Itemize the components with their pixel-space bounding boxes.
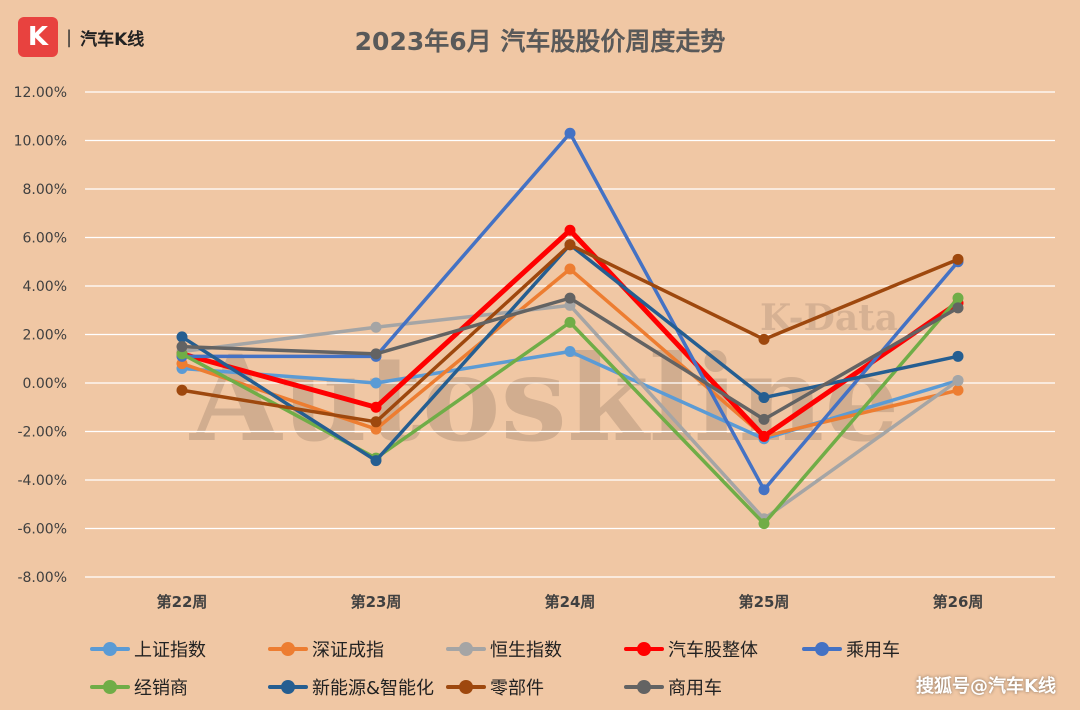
- legend-label: 上证指数: [134, 640, 206, 661]
- data-point: [758, 413, 770, 425]
- logo: K | 汽车K线: [18, 14, 158, 60]
- data-point: [952, 292, 964, 304]
- data-point: [370, 348, 382, 360]
- data-point: [564, 127, 576, 139]
- legend-item: 乘用车: [802, 636, 980, 662]
- legend-item: 商用车: [624, 674, 802, 700]
- data-point: [176, 331, 188, 343]
- y-tick-label: 8.00%: [23, 182, 67, 198]
- legend-item: 新能源&智能化: [268, 674, 446, 700]
- data-point: [564, 292, 576, 304]
- legend-row: 经销商 新能源&智能化 零部件 商用车: [90, 668, 990, 706]
- data-point: [952, 384, 964, 396]
- logo-text: 汽车K线: [80, 29, 145, 50]
- data-point: [176, 341, 188, 353]
- legend-label: 恒生指数: [490, 640, 562, 661]
- chart-title: 2023年6月 汽车股股价周度走势: [354, 27, 726, 56]
- data-point: [564, 224, 576, 236]
- legend-label: 深证成指: [312, 640, 384, 661]
- data-point: [952, 302, 964, 314]
- y-tick-label: 0.00%: [23, 376, 67, 392]
- data-point: [370, 321, 382, 333]
- data-point: [758, 392, 770, 404]
- data-point: [370, 377, 382, 389]
- legend-item: 恒生指数: [446, 636, 624, 662]
- data-point: [758, 518, 770, 530]
- legend: 上证指数 深证成指 恒生指数 汽车股整体 乘用车经销商 新能源&智能化 零部件 商用车: [90, 630, 990, 706]
- y-tick-label: 12.00%: [14, 85, 67, 101]
- legend-swatch: [90, 639, 130, 659]
- series-lines: [176, 127, 964, 530]
- legend-item: 深证成指: [268, 636, 446, 662]
- y-tick-label: 4.00%: [23, 279, 67, 295]
- logo-separator: |: [66, 26, 73, 48]
- legend-swatch: [624, 639, 664, 659]
- logo-mark: K: [18, 17, 58, 57]
- legend-row: 上证指数 深证成指 恒生指数 汽车股整体 乘用车: [90, 630, 990, 668]
- legend-swatch: [624, 677, 664, 697]
- data-point: [564, 316, 576, 328]
- legend-label: 商用车: [668, 678, 722, 699]
- data-point: [758, 333, 770, 345]
- legend-item: 汽车股整体: [624, 636, 802, 662]
- data-point: [952, 350, 964, 362]
- legend-item: 零部件: [446, 674, 624, 700]
- legend-item: 上证指数: [90, 636, 268, 662]
- y-tick-label: -4.00%: [17, 473, 67, 489]
- x-tick-label: 第25周: [739, 593, 790, 611]
- legend-label: 零部件: [490, 678, 544, 699]
- data-point: [370, 416, 382, 428]
- legend-item: 经销商: [90, 674, 268, 700]
- data-point: [370, 455, 382, 467]
- x-axis-ticks: 第22周 第23周 第24周 第25周 第26周: [157, 593, 984, 611]
- x-tick-label: 第26周: [933, 593, 984, 611]
- series-7: [176, 239, 964, 428]
- data-point: [952, 253, 964, 265]
- legend-label: 乘用车: [846, 640, 900, 661]
- x-tick-label: 第22周: [157, 593, 208, 611]
- y-tick-label: -6.00%: [17, 522, 67, 538]
- legend-label: 经销商: [134, 678, 188, 699]
- x-tick-label: 第23周: [351, 593, 402, 611]
- series-8: [176, 292, 964, 425]
- legend-swatch: [446, 677, 486, 697]
- data-point: [952, 375, 964, 387]
- legend-swatch: [268, 677, 308, 697]
- data-point: [758, 484, 770, 496]
- legend-label: 汽车股整体: [668, 640, 758, 661]
- y-axis-ticks: 12.00% 10.00% 8.00% 6.00% 4.00% 2.00% 0.00% -2.…: [14, 85, 67, 586]
- gridlines: [85, 91, 1055, 578]
- data-point: [564, 239, 576, 251]
- source-label: 搜狐号@汽车K线: [916, 676, 1056, 697]
- legend-swatch: [446, 639, 486, 659]
- y-tick-label: -8.00%: [17, 570, 67, 586]
- legend-swatch: [802, 639, 842, 659]
- y-tick-label: -2.00%: [17, 425, 67, 441]
- x-tick-label: 第24周: [545, 593, 596, 611]
- data-point: [564, 263, 576, 275]
- legend-label: 新能源&智能化: [312, 678, 435, 699]
- y-tick-label: 10.00%: [14, 134, 67, 150]
- y-tick-label: 2.00%: [23, 328, 67, 344]
- legend-swatch: [90, 677, 130, 697]
- data-point: [758, 430, 770, 442]
- data-point: [370, 401, 382, 413]
- line-chart: K-Data Autoskline 12.00%10.00%8.00%6.00%…: [14, 85, 1055, 611]
- legend-swatch: [268, 639, 308, 659]
- data-point: [564, 345, 576, 357]
- y-tick-label: 6.00%: [23, 231, 67, 247]
- data-point: [176, 384, 188, 396]
